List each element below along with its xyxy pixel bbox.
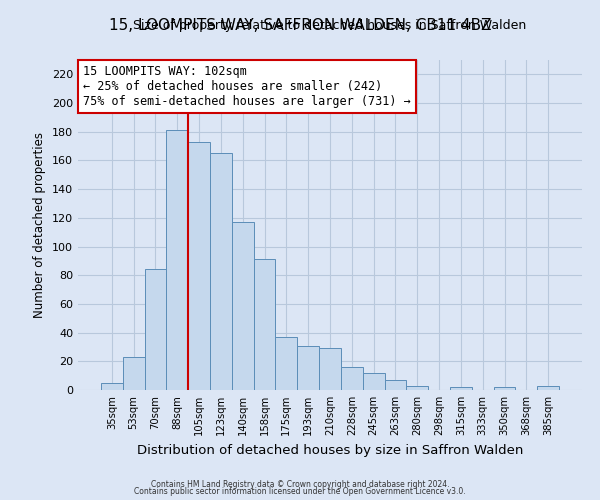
Bar — [145, 270, 166, 390]
Bar — [341, 367, 363, 390]
Y-axis label: Number of detached properties: Number of detached properties — [34, 132, 46, 318]
Text: 15, LOOMPITS WAY, SAFFRON WALDEN, CB11 4BZ: 15, LOOMPITS WAY, SAFFRON WALDEN, CB11 4… — [109, 18, 491, 32]
Bar — [188, 142, 210, 390]
Bar — [210, 154, 232, 390]
Text: Contains HM Land Registry data © Crown copyright and database right 2024.: Contains HM Land Registry data © Crown c… — [151, 480, 449, 489]
X-axis label: Distribution of detached houses by size in Saffron Walden: Distribution of detached houses by size … — [137, 444, 523, 456]
Bar — [275, 337, 297, 390]
Bar — [232, 222, 254, 390]
Bar — [406, 386, 428, 390]
Bar — [450, 387, 472, 390]
Bar — [385, 380, 406, 390]
Bar — [166, 130, 188, 390]
Bar — [297, 346, 319, 390]
Text: Contains public sector information licensed under the Open Government Licence v3: Contains public sector information licen… — [134, 488, 466, 496]
Text: 15 LOOMPITS WAY: 102sqm
← 25% of detached houses are smaller (242)
75% of semi-d: 15 LOOMPITS WAY: 102sqm ← 25% of detache… — [83, 65, 411, 108]
Bar — [254, 260, 275, 390]
Bar — [319, 348, 341, 390]
Bar — [123, 357, 145, 390]
Bar — [363, 373, 385, 390]
Bar — [537, 386, 559, 390]
Bar — [101, 383, 123, 390]
Bar — [494, 387, 515, 390]
Title: Size of property relative to detached houses in Saffron Walden: Size of property relative to detached ho… — [133, 20, 527, 32]
